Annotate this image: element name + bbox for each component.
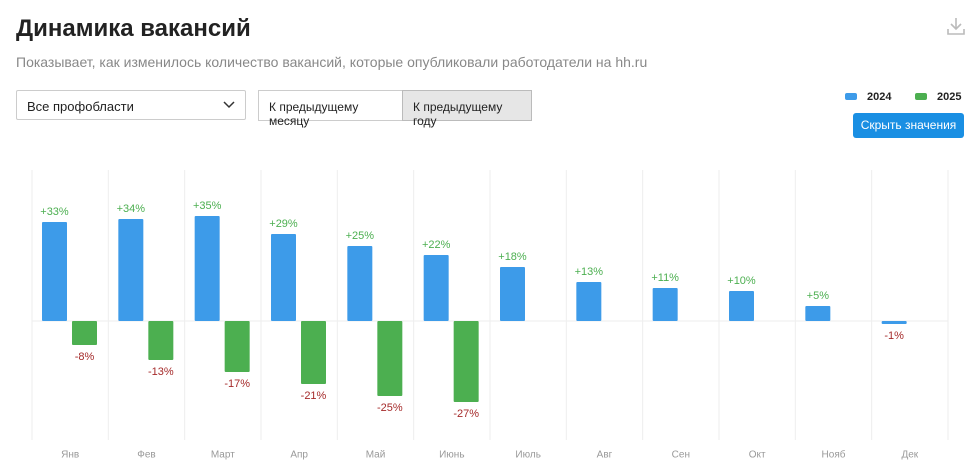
x-tick-label: Июль — [515, 450, 541, 461]
x-tick-label: Дек — [901, 450, 918, 461]
chevron — [223, 101, 235, 109]
bar — [377, 321, 403, 396]
bar — [652, 288, 678, 321]
value-label: -8% — [75, 351, 95, 363]
bar — [148, 321, 174, 360]
dropdown-label: Все профобласти — [27, 99, 134, 114]
x-tick-label: Март — [211, 450, 235, 461]
x-tick-label: Май — [366, 450, 386, 461]
bar — [42, 222, 67, 321]
bar — [118, 219, 144, 321]
x-tick-label: Апр — [290, 450, 308, 461]
value-label: -17% — [224, 378, 250, 390]
value-label: +13% — [575, 266, 604, 278]
bar — [805, 306, 831, 321]
value-label: +22% — [422, 239, 451, 251]
bar — [500, 267, 525, 321]
x-tick-label: Авг — [597, 450, 613, 461]
legend-label: 2025 — [937, 91, 961, 103]
x-tick-label: Окт — [749, 450, 766, 461]
legend-swatch — [915, 93, 927, 100]
bar — [423, 255, 449, 321]
value-label: +5% — [807, 290, 830, 302]
x-tick-label: Сен — [672, 450, 690, 461]
bar — [271, 234, 296, 321]
title: Динамика вакансий — [16, 15, 251, 42]
bar — [224, 321, 250, 372]
value-label: +25% — [346, 230, 375, 242]
toggle[interactable]: К предыдущему месяцу — [258, 90, 403, 128]
value-label: -13% — [148, 366, 174, 378]
download-icon[interactable] — [946, 16, 966, 36]
subtitle: Показывает, как изменилось количество ва… — [16, 54, 648, 70]
bar — [72, 321, 97, 345]
legend-label: 2024 — [867, 91, 892, 103]
value-label: -1% — [884, 330, 904, 342]
x-tick-label: Янв — [61, 450, 79, 461]
x-tick-label: Июнь — [439, 450, 464, 461]
value-label: -21% — [301, 390, 327, 402]
value-label: +10% — [727, 275, 756, 287]
bar — [453, 321, 479, 402]
x-tick-label: Фев — [137, 450, 155, 461]
value-label: +34% — [117, 203, 146, 215]
bar — [881, 321, 907, 324]
bar — [729, 291, 754, 321]
value-label: +18% — [498, 251, 527, 263]
value-label: +11% — [651, 272, 679, 284]
bar — [194, 216, 220, 321]
bar — [576, 282, 602, 321]
legend-swatch — [845, 93, 857, 100]
value-label: -25% — [377, 402, 403, 414]
hide-values-button[interactable]: Скрыть значения — [853, 113, 964, 138]
bar — [347, 246, 373, 321]
toggle-active[interactable]: К предыдущему году — [402, 90, 532, 128]
value-label: +33% — [40, 206, 69, 218]
value-label: +35% — [193, 200, 222, 212]
x-tick-label: Нояб — [822, 449, 846, 461]
dropdown[interactable]: Все профобласти — [16, 90, 246, 120]
value-label: +29% — [269, 218, 298, 230]
bar — [301, 321, 326, 384]
value-label: -27% — [453, 408, 479, 420]
